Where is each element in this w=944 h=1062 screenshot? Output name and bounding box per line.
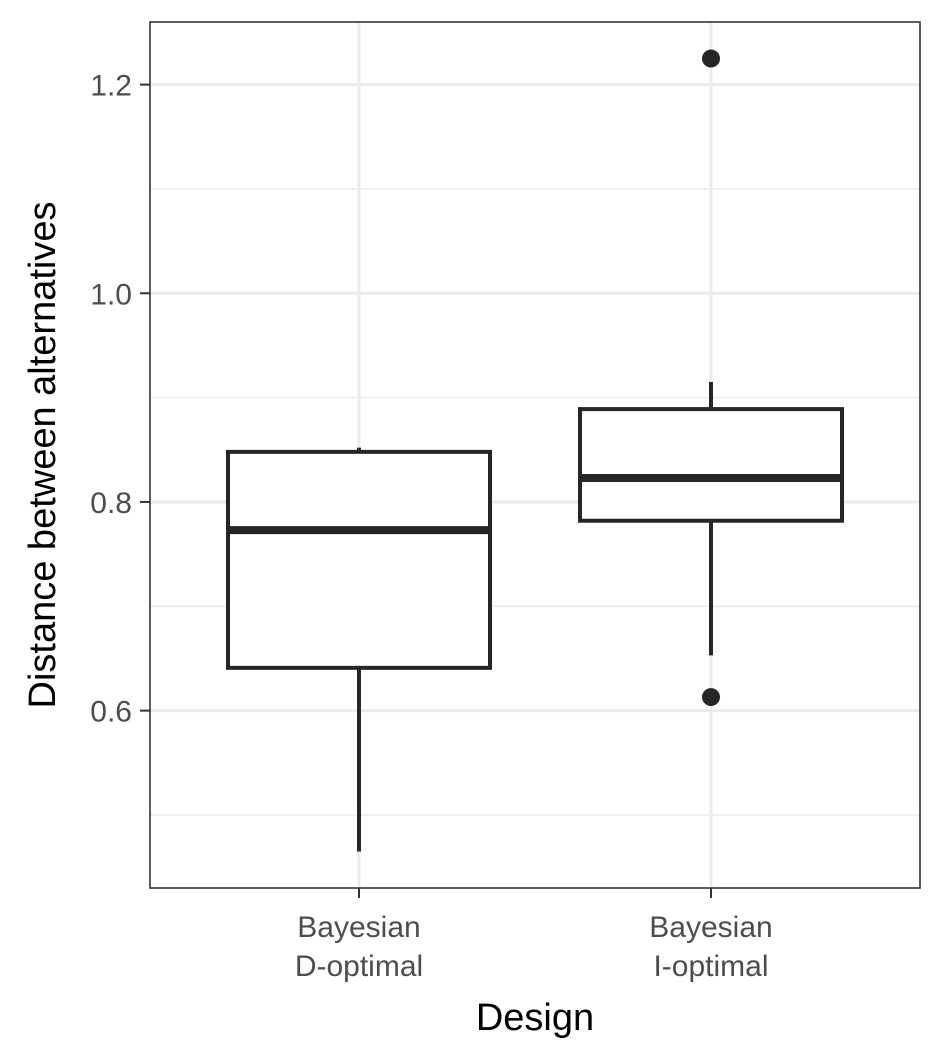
x-tick-label-0: Bayesian D-optimal [295,911,423,983]
iqr-box-0 [226,449,492,670]
x-tick-label-line-0-0: Bayesian [297,911,420,944]
x-tick-label-1: Bayesian I-optimal [649,911,772,983]
x-axis-title: Design [476,997,594,1039]
boxes [226,49,844,852]
panel-border [149,21,921,889]
y-tick-label-3: 1.2 [90,70,132,103]
outlier-point-1-1 [702,688,720,707]
iqr-box-1 [578,407,844,523]
x-tick-label-line-0-1: D-optimal [295,950,423,983]
box-0 [226,447,492,852]
x-tick-label-line-1-1: I-optimal [653,950,768,983]
y-tick-label-0: 0.6 [90,696,132,729]
outlier-point-1-0 [702,49,720,68]
axes: 0.6 0.8 1.0 1.2 Bayesian D-optimal Bayesian I-o… [90,70,772,983]
y-tick-label-2: 1.0 [90,278,132,311]
box-1 [578,49,844,707]
x-tick-label-line-1-0: Bayesian [649,911,772,944]
y-tick-label-1: 0.8 [90,487,132,520]
y-axis-title: Distance between alternatives [22,202,64,709]
